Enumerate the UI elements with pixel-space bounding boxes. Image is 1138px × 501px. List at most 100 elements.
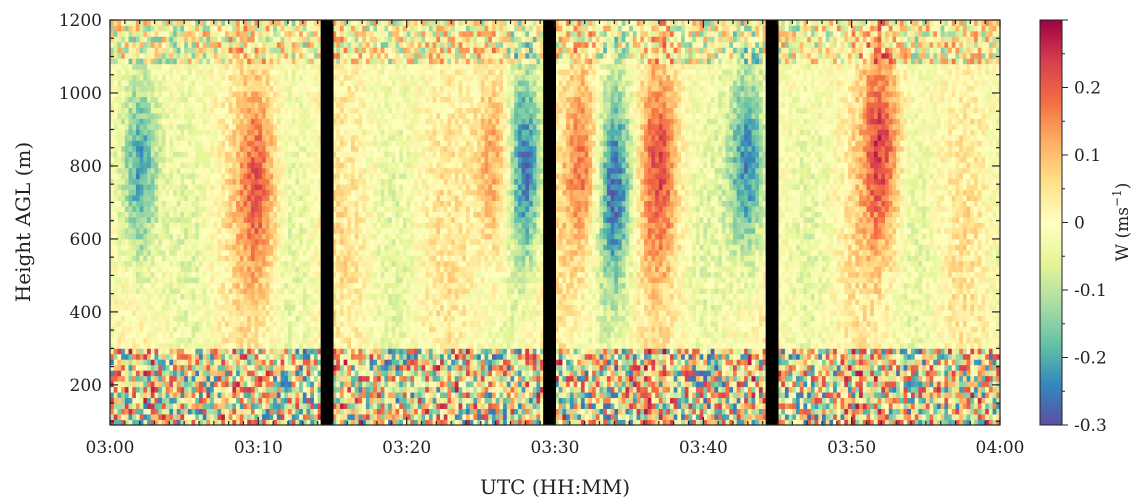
heatmap-cell: [336, 200, 341, 207]
heatmap-cell: [332, 386, 337, 393]
heatmap-cell: [139, 151, 144, 158]
heatmap-cell: [236, 102, 241, 108]
heatmap-cell: [217, 364, 222, 371]
heatmap-cell: [210, 381, 215, 388]
heatmap-cell: [117, 156, 122, 163]
heatmap-cell: [117, 140, 122, 147]
heatmap-cell: [154, 414, 159, 420]
heatmap-cell: [195, 145, 200, 152]
heatmap-cell: [176, 381, 181, 388]
heatmap-cell: [284, 178, 289, 185]
heatmap-cell: [161, 310, 167, 316]
heatmap-cell: [302, 96, 307, 103]
heatmap-cell: [213, 58, 218, 65]
heatmap-cell: [128, 392, 133, 399]
heatmap-cell: [269, 364, 274, 371]
heatmap-cell: [221, 370, 226, 377]
heatmap-cell: [206, 52, 211, 59]
heatmap-cell: [236, 359, 241, 366]
heatmap-cell: [302, 74, 307, 81]
heatmap-cell: [265, 118, 270, 125]
heatmap-cell: [332, 118, 337, 125]
heatmap-cell: [347, 195, 352, 202]
heatmap-cell: [217, 414, 222, 420]
heatmap-cell: [224, 167, 230, 174]
heatmap-cell: [187, 337, 192, 344]
heatmap-cell: [258, 244, 263, 251]
heatmap-cell: [161, 80, 167, 87]
heatmap-cell: [358, 238, 363, 245]
heatmap-cell: [343, 107, 348, 114]
heatmap-cell: [347, 408, 352, 415]
heatmap-cell: [143, 337, 148, 344]
heatmap-cell: [284, 173, 289, 180]
heatmap-cell: [158, 52, 163, 59]
heatmap-cell: [117, 173, 122, 180]
heatmap-cell: [187, 293, 192, 300]
heatmap-cell: [250, 96, 256, 103]
heatmap-cell: [310, 266, 315, 273]
heatmap-cell: [169, 151, 174, 158]
heatmap-cell: [195, 293, 200, 300]
heatmap-cell: [117, 36, 122, 43]
heatmap-cell: [132, 408, 137, 415]
heatmap-cell: [258, 403, 263, 409]
heatmap-cell: [217, 359, 222, 366]
heatmap-cell: [169, 36, 174, 43]
heatmap-cell: [239, 96, 244, 103]
heatmap-cell: [150, 167, 155, 174]
heatmap-cell: [295, 288, 300, 295]
heatmap-cell: [202, 217, 207, 223]
heatmap-cell: [180, 156, 185, 163]
heatmap-cell: [224, 397, 230, 404]
heatmap-cell: [206, 397, 211, 404]
heatmap-cell: [351, 80, 356, 87]
heatmap-cell: [265, 145, 270, 152]
heatmap-cell: [358, 375, 363, 382]
heatmap-cell: [217, 52, 222, 59]
heatmap-cell: [265, 162, 270, 169]
heatmap-cell: [288, 178, 293, 185]
heatmap-cell: [332, 63, 337, 70]
heatmap-cell: [117, 288, 122, 295]
heatmap-cell: [139, 41, 144, 48]
heatmap-cell: [306, 102, 311, 108]
heatmap-cell: [291, 156, 296, 163]
heatmap-cell: [113, 255, 118, 262]
heatmap-cell: [224, 321, 230, 327]
heatmap-cell: [139, 96, 144, 103]
heatmap-cell: [139, 52, 144, 59]
heatmap-cell: [135, 200, 141, 207]
heatmap-cell: [202, 227, 207, 234]
heatmap-cell: [202, 156, 207, 163]
heatmap-cell: [161, 63, 167, 70]
heatmap-cell: [195, 310, 200, 316]
heatmap-cell: [139, 408, 144, 415]
heatmap-cell: [239, 370, 244, 377]
heatmap-cell: [232, 288, 237, 295]
heatmap-cell: [224, 118, 230, 125]
heatmap-cell: [302, 331, 307, 338]
heatmap-cell: [173, 140, 178, 147]
heatmap-cell: [336, 91, 341, 98]
heatmap-cell: [135, 321, 141, 327]
heatmap-cell: [336, 255, 341, 262]
heatmap-cell: [173, 129, 178, 136]
heatmap-cell: [176, 244, 181, 251]
heatmap-cell: [276, 392, 281, 399]
heatmap-cell: [176, 80, 181, 87]
heatmap-cell: [195, 162, 200, 169]
heatmap-cell: [258, 326, 263, 333]
heatmap-cell: [180, 91, 185, 98]
heatmap-cell: [143, 167, 148, 174]
heatmap-cell: [169, 156, 174, 163]
heatmap-cell: [161, 107, 167, 114]
heatmap-cell: [347, 414, 352, 420]
heatmap-cell: [117, 359, 122, 366]
heatmap-cell: [228, 359, 233, 366]
heatmap-cell: [247, 310, 252, 316]
heatmap-cell: [339, 74, 345, 81]
heatmap-cell: [135, 195, 141, 202]
heatmap-cell: [358, 217, 363, 223]
heatmap-cell: [128, 326, 133, 333]
